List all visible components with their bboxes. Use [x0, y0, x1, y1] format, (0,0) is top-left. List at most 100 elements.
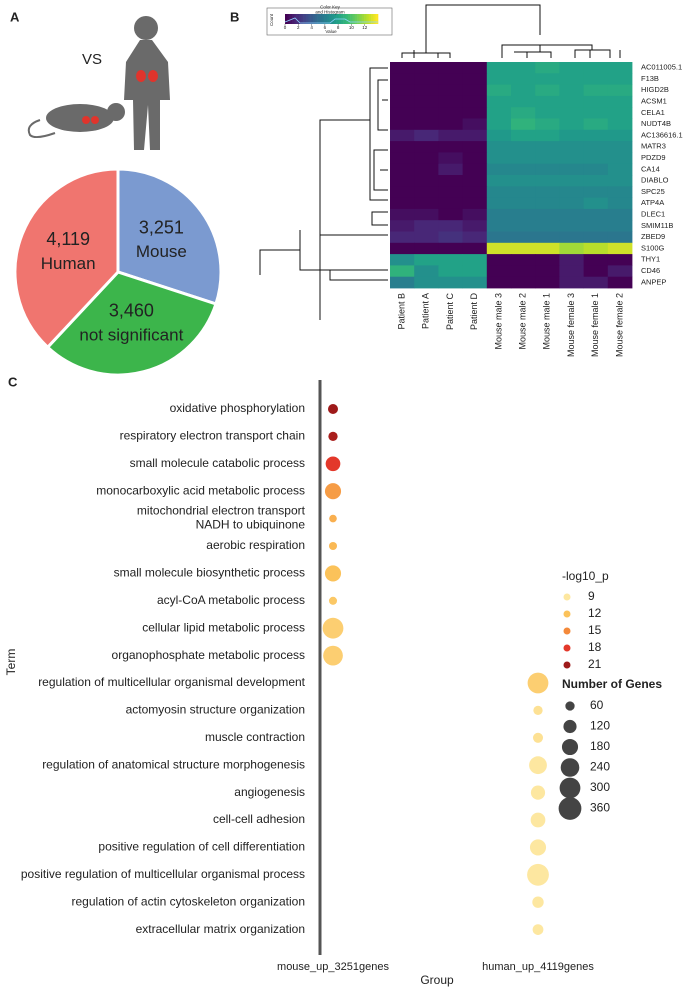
heatmap-cell [607, 220, 633, 232]
heatmap-cell [511, 84, 536, 97]
heatmap-cell [390, 265, 415, 278]
heatmap-cell [511, 254, 536, 266]
dot [328, 431, 338, 442]
heatmap-cell [414, 231, 439, 244]
heatmap-cell [607, 84, 633, 97]
heatmap-cell [486, 107, 512, 119]
heatmap-cell [462, 95, 488, 108]
heatmap-cell [462, 84, 488, 97]
color-key-swatch [285, 14, 288, 24]
heatmap-cell [511, 197, 536, 210]
y-tick-label: angiogenesis [234, 785, 305, 799]
heatmap-cell [559, 152, 584, 165]
legend-label: 120 [590, 719, 610, 733]
heatmap-cell [462, 73, 488, 85]
heatmap-cell [486, 231, 512, 244]
color-key-swatch [366, 14, 369, 24]
dot [325, 456, 341, 472]
heatmap-cell [438, 242, 463, 255]
dot [532, 732, 544, 743]
heatmap-cell [607, 231, 633, 244]
dot [329, 514, 337, 523]
heatmap-cell [607, 118, 633, 131]
heatmap-cell [559, 73, 584, 85]
dot [328, 596, 338, 605]
heatmap-cell [390, 163, 415, 176]
heatmap-cell [535, 265, 560, 278]
heatmap-cell [559, 62, 584, 74]
y-tick-label: regulation of multicellular organismal d… [38, 675, 305, 689]
x-axis-title: Group [420, 973, 454, 987]
slice-label: not significant [79, 325, 183, 344]
heatmap-cell [559, 175, 584, 187]
column-label: Mouse female 2 [614, 293, 624, 357]
heatmap-cell [486, 84, 512, 97]
legend-size [558, 797, 582, 820]
heatmap-cell [535, 84, 560, 97]
heatmap-cell [535, 152, 560, 165]
color-key-swatch [350, 14, 353, 24]
column-label: Patient C [445, 293, 455, 331]
heatmap-cell [535, 175, 560, 187]
heatmap-cell [535, 276, 560, 289]
heatmap-cell [438, 231, 463, 244]
dot [324, 483, 342, 500]
color-key-swatch [322, 14, 325, 24]
heatmap-cell [583, 242, 609, 255]
heatmap-cell [535, 163, 560, 176]
color-key-swatch [368, 14, 372, 24]
color-key-tick-label: 4 [310, 25, 313, 30]
y-tick-label: regulation of anatomical structure morph… [42, 757, 305, 771]
heatmap-cell [414, 118, 439, 131]
heatmap-cell [535, 231, 560, 244]
heatmap-cell [559, 107, 584, 119]
heatmap-cell [583, 220, 609, 232]
color-key-swatch [375, 14, 379, 24]
value-label: 4,119 [46, 229, 90, 249]
heatmap-cell [511, 231, 536, 244]
legend-swatch [563, 661, 571, 669]
heatmap-cell [511, 118, 536, 131]
pie-slice [45, 270, 218, 377]
heatmap-cell [583, 231, 609, 244]
heatmap-cell [390, 73, 415, 85]
legend-label: 15 [588, 623, 602, 637]
heatmap-cell [583, 208, 609, 221]
y-tick-label: mitochondrial electron transport NADH to … [137, 504, 306, 532]
heatmap-cell [414, 95, 439, 108]
color-key-swatch [373, 14, 376, 24]
y-tick-label: oxidative phosphorylation [170, 401, 305, 415]
heatmap-cell [583, 197, 609, 210]
heatmap-cell [535, 118, 560, 131]
color-key-swatch [317, 14, 321, 24]
heatmap-cell [559, 84, 584, 97]
heatmap-cell [390, 152, 415, 165]
heatmap-cell [511, 62, 536, 74]
legend-swatch [563, 644, 571, 652]
heatmap-cell [486, 73, 512, 85]
row-label: S100G [641, 243, 665, 252]
heatmap-cell [535, 95, 560, 108]
dot [532, 896, 544, 908]
color-key-tick-label: 0 [284, 25, 287, 30]
heatmap-cell [486, 265, 512, 278]
color-key-swatch [296, 14, 300, 24]
heatmap-cell [535, 73, 560, 85]
color-key-title: Color Key and Histogram [315, 5, 345, 15]
heatmap-cell [414, 220, 439, 232]
heatmap-cell [607, 254, 633, 266]
heatmap-cell [390, 254, 415, 266]
heatmap-cell [559, 265, 584, 278]
value-label: 3,460 [109, 301, 154, 321]
heatmap-cell [390, 118, 415, 131]
heatmap-cell [390, 231, 415, 244]
heatmap-cell [390, 95, 415, 108]
heatmap-cell [486, 242, 512, 255]
color-key-swatch [289, 14, 293, 24]
y-tick-label: respiratory electron transport chain [120, 429, 305, 443]
color-key-x-title: Value [325, 29, 337, 34]
heatmap-cell [583, 175, 609, 187]
heatmap-cell [607, 152, 633, 165]
color-key-swatch [310, 14, 314, 24]
heatmap-cell [414, 152, 439, 165]
